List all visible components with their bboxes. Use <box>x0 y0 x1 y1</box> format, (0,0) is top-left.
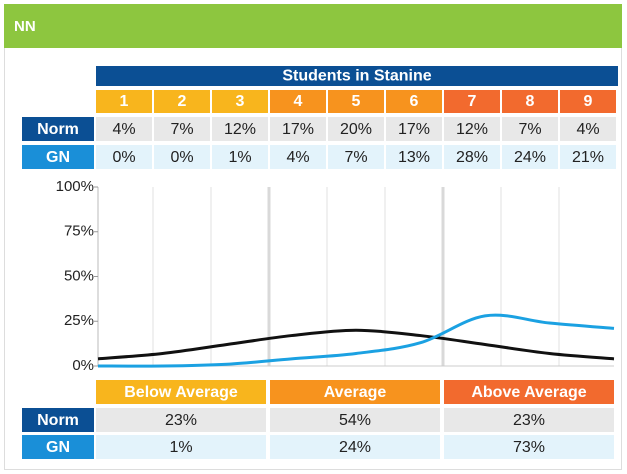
summary-value: 54% <box>339 412 371 429</box>
summary-cell <box>96 408 266 432</box>
table-title: Students in Stanine <box>282 68 431 85</box>
summary-header: Average <box>324 384 387 401</box>
stanine-label: 3 <box>236 93 245 110</box>
summary-cell <box>444 408 614 432</box>
value-label: 17% <box>282 121 314 138</box>
value-label: 28% <box>456 149 488 166</box>
value-label: 4% <box>576 121 599 138</box>
stanine-label: 1 <box>120 93 129 110</box>
value-cell <box>444 145 500 169</box>
stanine-cell <box>212 90 268 113</box>
value-label: 20% <box>340 121 372 138</box>
value-label: 0% <box>170 149 193 166</box>
value-label: 7% <box>170 121 193 138</box>
summary-value: 23% <box>513 412 545 429</box>
value-label: 12% <box>456 121 488 138</box>
value-cell <box>96 117 152 141</box>
summary-cell <box>270 435 440 459</box>
summary-value: 1% <box>169 439 192 456</box>
stanine-label: 6 <box>410 93 419 110</box>
stanine-cell <box>154 90 210 113</box>
value-cell <box>154 145 210 169</box>
value-cell <box>560 145 616 169</box>
summary-value: 73% <box>513 439 545 456</box>
stanine-label: 2 <box>178 93 187 110</box>
summary-value: 23% <box>165 412 197 429</box>
value-cell <box>154 117 210 141</box>
y-tick-label: 100% <box>56 178 94 195</box>
stanine-cell <box>328 90 384 113</box>
table-title-bar <box>96 66 618 86</box>
row-label-cell <box>22 435 94 459</box>
value-cell <box>270 145 326 169</box>
summary-cell <box>96 435 266 459</box>
value-label: 4% <box>286 149 309 166</box>
value-cell <box>270 117 326 141</box>
value-cell <box>212 117 268 141</box>
value-cell <box>386 145 442 169</box>
summary-header-cell <box>270 380 440 404</box>
stanine-cell <box>502 90 558 113</box>
y-tick-label: 25% <box>64 312 94 329</box>
row-label: Norm <box>37 121 79 138</box>
summary-cell <box>270 408 440 432</box>
value-cell <box>96 145 152 169</box>
value-cell <box>560 117 616 141</box>
value-label: 24% <box>514 149 546 166</box>
value-label: 7% <box>344 149 367 166</box>
y-tick-label: 50% <box>64 267 94 284</box>
value-cell <box>502 117 558 141</box>
row-label: Norm <box>37 412 79 429</box>
value-cell <box>328 145 384 169</box>
header-bar <box>4 4 622 48</box>
row-label: GN <box>46 149 70 166</box>
summary-header-cell <box>96 380 266 404</box>
value-label: 0% <box>112 149 135 166</box>
summary-header: Below Average <box>124 384 238 401</box>
y-tick-label: 75% <box>64 223 94 240</box>
y-tick-label: 0% <box>72 357 94 374</box>
series-line <box>97 313 615 368</box>
value-cell <box>328 117 384 141</box>
value-cell <box>386 117 442 141</box>
summary-header: Above Average <box>471 384 586 401</box>
value-label: 4% <box>112 121 135 138</box>
stanine-label: 9 <box>584 93 593 110</box>
stanine-cell <box>270 90 326 113</box>
value-label: 12% <box>224 121 256 138</box>
row-label-cell <box>22 117 94 141</box>
summary-value: 24% <box>339 439 371 456</box>
series-line <box>97 328 615 361</box>
summary-header-cell <box>444 380 614 404</box>
stanine-label: 7 <box>468 93 477 110</box>
stanine-cell <box>560 90 616 113</box>
stanine-label: 4 <box>294 93 303 110</box>
value-label: 7% <box>518 121 541 138</box>
value-label: 1% <box>228 149 251 166</box>
value-cell <box>444 117 500 141</box>
stanine-label: 5 <box>352 93 361 110</box>
value-cell <box>212 145 268 169</box>
stanine-label: 8 <box>526 93 535 110</box>
summary-cell <box>444 435 614 459</box>
value-cell <box>502 145 558 169</box>
stanine-cell <box>444 90 500 113</box>
row-label: GN <box>46 439 70 456</box>
stanine-cell <box>386 90 442 113</box>
value-label: 21% <box>572 149 604 166</box>
value-label: 17% <box>398 121 430 138</box>
row-label-cell <box>22 408 94 432</box>
row-label-cell <box>22 145 94 169</box>
value-label: 13% <box>398 149 430 166</box>
header-title: NN <box>14 18 36 35</box>
stanine-cell <box>96 90 152 113</box>
